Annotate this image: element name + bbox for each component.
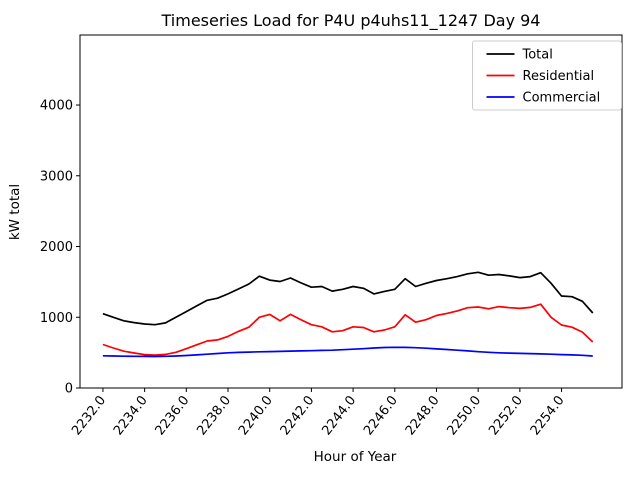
x-tick-label: 2254.0 (528, 393, 568, 438)
y-tick-label: 0 (65, 382, 73, 397)
series-line-residential (102, 303, 594, 356)
x-tick-label: 2238.0 (194, 393, 234, 438)
legend-frame (472, 40, 622, 111)
series-layer (102, 271, 594, 358)
x-tick-label: 2240.0 (236, 393, 276, 438)
y-tick-label: 3000 (40, 169, 73, 184)
legend-label-commercial: Commercial (523, 91, 601, 106)
x-tick-label: 2244.0 (319, 393, 359, 438)
axes-spines (79, 34, 623, 389)
series-line-total (102, 271, 594, 326)
chart-title: Timeseries Load for P4U p4uhs11_1247 Day… (161, 11, 541, 31)
y-tick-label: 4000 (40, 99, 73, 114)
x-tick-label: 2250.0 (444, 393, 484, 438)
x-axis-label: Hour of Year (314, 449, 397, 465)
legend: Total Residential Commercial (472, 40, 622, 111)
y-tick-label: 2000 (40, 240, 73, 255)
legend-label-total: Total (522, 48, 553, 63)
x-tick-label: 2246.0 (361, 393, 401, 438)
y-tick-label: 1000 (40, 311, 73, 326)
series-line-commercial (102, 346, 593, 358)
legend-label-residential: Residential (523, 69, 595, 84)
x-tick-label: 2252.0 (486, 393, 526, 438)
x-tick-label: 2248.0 (403, 393, 443, 438)
x-tick-label: 2234.0 (111, 393, 151, 438)
x-tick-label: 2232.0 (69, 393, 109, 438)
x-tick-label: 2242.0 (278, 393, 318, 438)
y-axis-label: kW total (7, 184, 23, 240)
x-tick-label: 2236.0 (153, 393, 193, 438)
